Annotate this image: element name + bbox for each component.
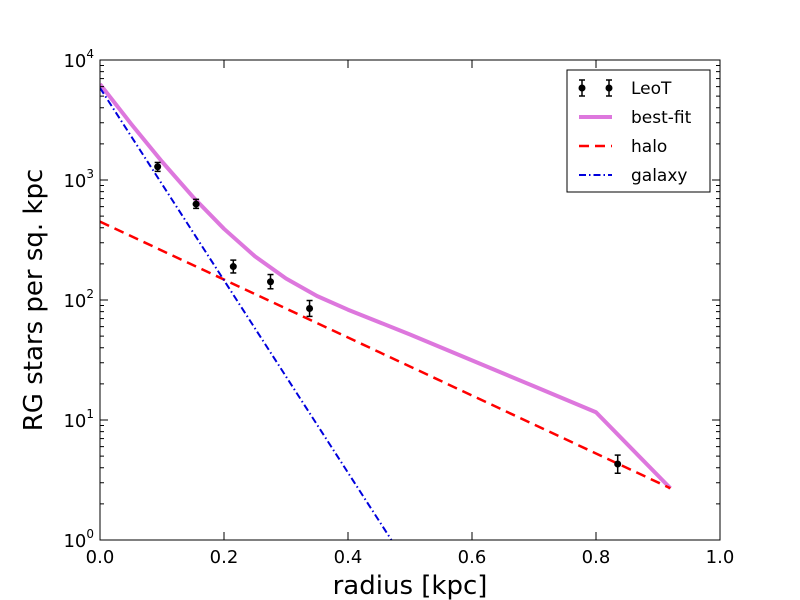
data-point (614, 454, 622, 474)
data-point (306, 299, 314, 318)
x-tick-label: 0.6 (458, 547, 487, 568)
y-tick-label: 104 (63, 47, 94, 72)
legend-label: halo (631, 137, 667, 157)
point-marker (154, 163, 162, 171)
x-axis-label: radius [kpc] (333, 571, 488, 600)
point-marker (306, 304, 314, 312)
legend-entry: LeoT (578, 79, 672, 99)
legend: LeoT best-fit halo galaxy (566, 69, 711, 193)
legend-marker (605, 84, 613, 92)
x-tick-label: 0.4 (334, 547, 363, 568)
series-line-best-fit (100, 82, 672, 490)
y-axis-label: RG stars per sq. kpc (19, 169, 49, 432)
legend-label: galaxy (631, 166, 687, 186)
data-point (192, 198, 200, 210)
data-point (229, 259, 237, 274)
point-marker (229, 263, 237, 271)
x-tick-label: 0.0 (86, 547, 115, 568)
legend-label: LeoT (631, 79, 672, 99)
y-tick-label: 101 (63, 407, 94, 432)
data-point (154, 161, 162, 173)
x-tick-label: 0.2 (210, 547, 239, 568)
legend-entry: best-fit (579, 108, 692, 128)
data-point (267, 273, 274, 290)
y-tick-label: 102 (63, 287, 94, 312)
point-marker (192, 200, 200, 208)
legend-marker (578, 84, 586, 92)
legend-label: best-fit (631, 108, 692, 128)
series-line-halo (100, 220, 671, 490)
x-tick-label: 0.8 (582, 547, 611, 568)
y-tick-label: 103 (63, 167, 94, 192)
legend-entry: halo (579, 137, 667, 157)
series-line-galaxy (100, 87, 393, 540)
x-tick-label: 1.0 (706, 547, 735, 568)
point-marker (614, 460, 622, 468)
legend-box (566, 69, 711, 193)
legend-entry: galaxy (579, 166, 687, 186)
y-tick-label: 100 (63, 527, 94, 552)
point-marker (267, 278, 274, 286)
